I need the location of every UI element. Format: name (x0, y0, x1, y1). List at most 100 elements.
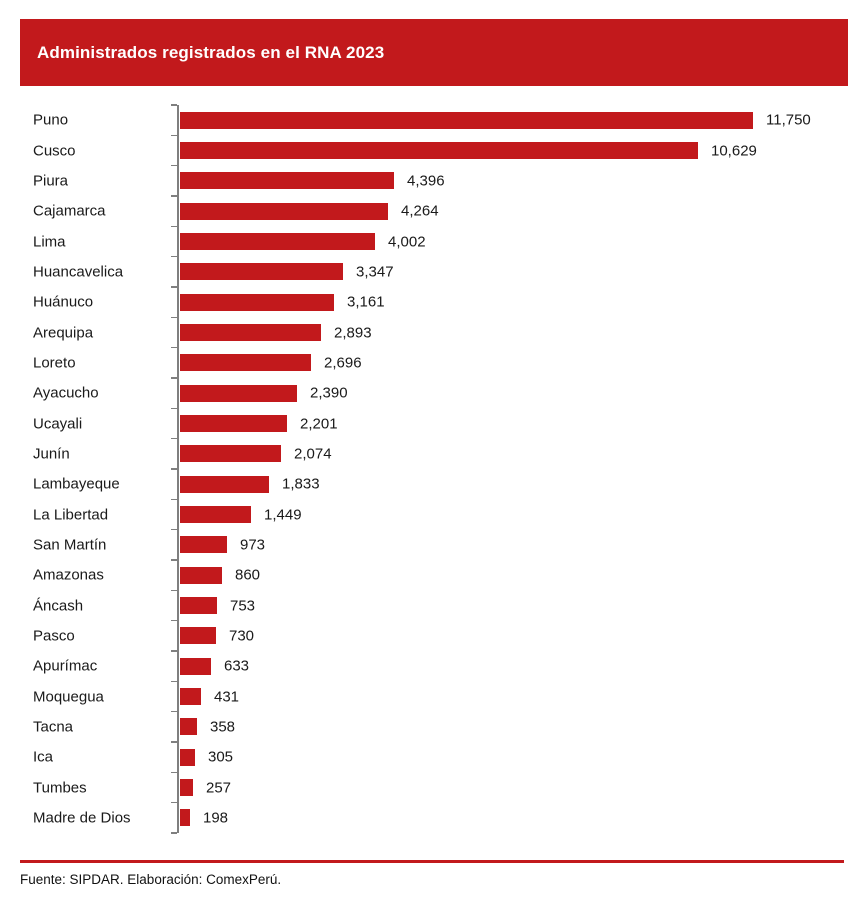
category-label: Ayacucho (33, 384, 99, 402)
value-label: 2,893 (334, 324, 372, 341)
value-label: 257 (206, 779, 232, 796)
bar (180, 597, 217, 614)
bar (180, 748, 195, 766)
category-label: Lima (33, 233, 66, 250)
value-label: 305 (208, 748, 234, 766)
bar (180, 263, 343, 281)
y-axis-tick (171, 710, 177, 713)
bar (180, 415, 287, 432)
value-label: 3,161 (347, 293, 385, 311)
value-label: 10,629 (711, 142, 757, 159)
y-axis-tick (171, 104, 177, 106)
y-axis-tick (171, 225, 177, 228)
y-axis-tick (171, 134, 177, 137)
y-axis-tick (171, 164, 177, 167)
category-label: Amazonas (33, 566, 104, 584)
value-label: 730 (229, 627, 255, 645)
value-label: 973 (240, 536, 266, 554)
bar (180, 657, 211, 675)
category-label: Lambayeque (33, 475, 120, 493)
category-label: Pasco (33, 627, 75, 645)
category-label: Piura (33, 172, 69, 190)
bar (180, 566, 222, 584)
bar (180, 688, 201, 705)
category-label: Ica (33, 748, 54, 766)
y-axis-tick (171, 771, 177, 774)
value-label: 4,264 (401, 202, 439, 220)
category-label: Áncash (33, 597, 84, 614)
y-axis-tick (171, 437, 177, 440)
y-axis-tick (171, 741, 177, 743)
bar (180, 384, 297, 402)
value-label: 1,449 (264, 506, 302, 523)
bar (180, 202, 388, 220)
value-label: 1,833 (282, 475, 320, 493)
bar (180, 354, 311, 372)
y-axis-tick (171, 195, 177, 197)
bar (180, 445, 281, 463)
y-axis-tick (171, 468, 177, 470)
category-label: Cajamarca (33, 202, 106, 220)
bar (180, 627, 216, 645)
bar (180, 293, 334, 311)
y-axis-tick (171, 286, 177, 288)
y-axis-tick (171, 559, 177, 561)
bar (180, 233, 375, 250)
y-axis-tick (171, 528, 177, 531)
bar (180, 718, 197, 736)
y-axis-tick (171, 680, 177, 683)
category-label: Moquegua (33, 688, 104, 705)
category-label: Apurímac (33, 657, 98, 675)
category-label: Puno (33, 111, 69, 129)
category-label: Ucayali (33, 415, 83, 432)
value-label: 3,347 (356, 263, 394, 281)
bar (180, 142, 698, 159)
y-axis-tick (171, 316, 177, 319)
value-label: 11,750 (766, 111, 811, 129)
y-axis-tick (171, 589, 177, 592)
category-label: La Libertad (33, 506, 109, 523)
bar (180, 809, 190, 827)
value-label: 4,396 (407, 172, 445, 190)
y-axis-tick (171, 377, 177, 379)
category-label: Junín (33, 445, 70, 463)
value-label: 358 (210, 718, 236, 736)
bar (180, 779, 193, 796)
category-label: Tumbes (33, 779, 87, 796)
bar (180, 111, 753, 129)
category-label: Huánuco (33, 293, 94, 311)
category-label: Arequipa (33, 324, 94, 341)
y-axis-tick (171, 498, 177, 501)
category-label: Madre de Dios (33, 809, 131, 827)
bar (180, 324, 321, 341)
value-label: 753 (230, 597, 256, 614)
bar (180, 172, 394, 190)
category-label: Huancavelica (33, 263, 124, 281)
y-axis-tick (171, 619, 177, 622)
bar (180, 475, 269, 493)
y-axis-line (177, 105, 179, 833)
y-axis-tick (171, 346, 177, 349)
bar (180, 536, 227, 554)
category-label: Loreto (33, 354, 76, 372)
y-axis-tick (171, 255, 177, 258)
chart-title: Administrados registrados en el RNA 2023 (37, 42, 385, 62)
value-label: 2,696 (324, 354, 362, 372)
value-label: 198 (203, 809, 229, 827)
y-axis-tick (171, 801, 177, 804)
y-axis-tick (171, 650, 177, 652)
value-label: 860 (235, 566, 261, 584)
footer-divider (20, 860, 844, 863)
category-label: Tacna (33, 718, 74, 736)
value-label: 2,201 (300, 415, 338, 432)
value-label: 431 (214, 688, 240, 705)
category-label: San Martín (33, 536, 107, 554)
chart-title-banner: Administrados registrados en el RNA 2023 (20, 19, 848, 86)
value-label: 2,390 (310, 384, 348, 402)
category-label: Cusco (33, 142, 76, 159)
y-axis-tick (171, 832, 177, 834)
value-label: 633 (224, 657, 250, 675)
source-note: Fuente: SIPDAR. Elaboración: ComexPerú. (20, 872, 282, 887)
